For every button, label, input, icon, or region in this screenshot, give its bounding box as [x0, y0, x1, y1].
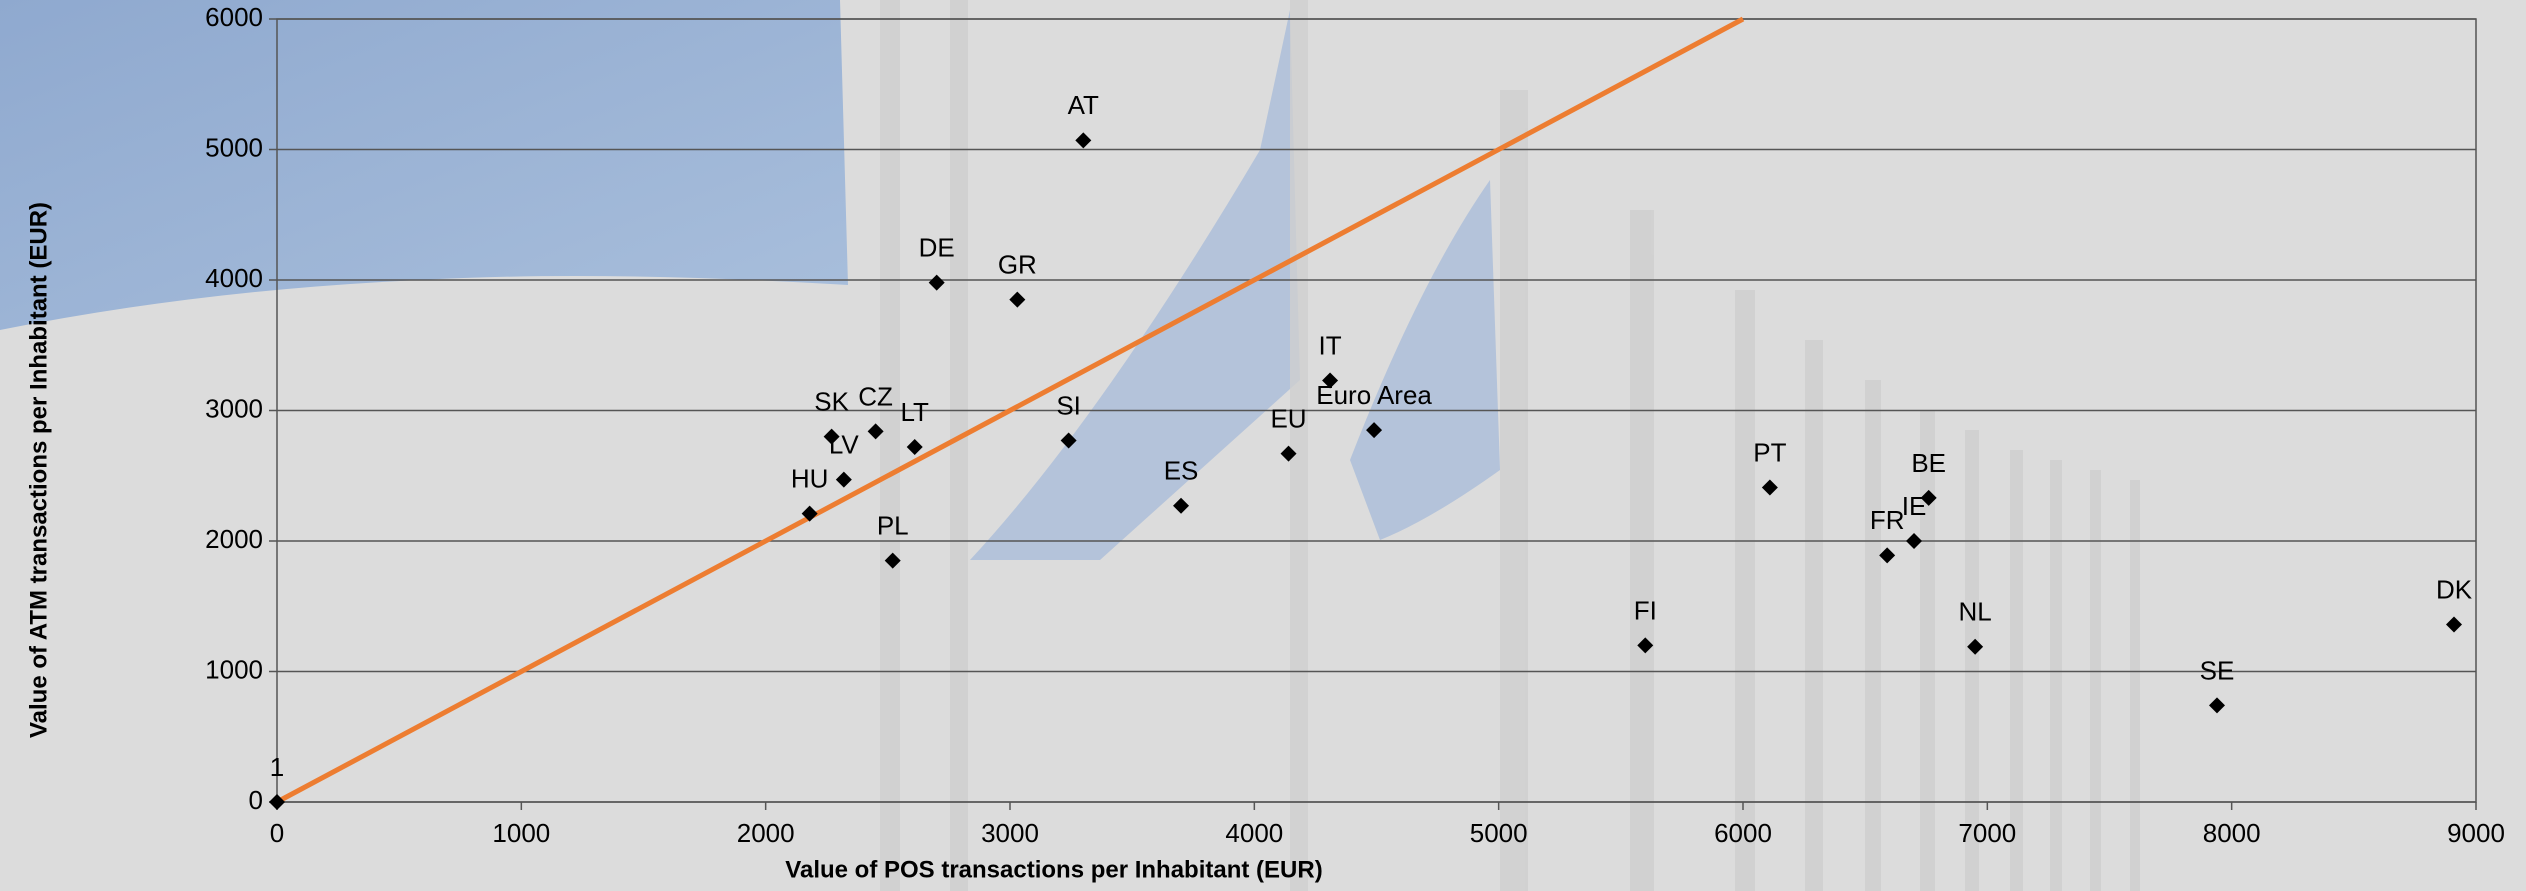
x-tick-label: 3000 — [981, 818, 1039, 848]
data-point — [801, 505, 818, 522]
y-tick-label: 4000 — [205, 263, 263, 293]
data-label: DK — [2436, 574, 2473, 604]
data-label: BE — [1911, 448, 1946, 478]
data-point — [1879, 547, 1896, 564]
data-point — [1060, 432, 1077, 449]
data-label: PT — [1753, 437, 1786, 467]
data-label: ES — [1164, 456, 1199, 486]
data-label: SK — [814, 386, 849, 416]
reference-line — [275, 16, 1745, 805]
data-point — [1366, 422, 1383, 439]
data-label: HU — [791, 463, 829, 493]
flag-decoration — [970, 10, 1300, 560]
data-label: AT — [1068, 90, 1099, 120]
y-tick-label: 2000 — [205, 524, 263, 554]
data-point — [906, 439, 923, 456]
data-point — [1322, 372, 1339, 389]
y-tick-label: 3000 — [205, 393, 263, 423]
x-tick-label: 6000 — [1714, 818, 1772, 848]
data-point — [835, 471, 852, 488]
data-point — [1761, 479, 1778, 496]
data-label: EU — [1270, 403, 1306, 433]
data-label: DE — [919, 232, 955, 262]
x-tick-label: 5000 — [1470, 818, 1528, 848]
data-label: LT — [900, 397, 929, 427]
data-point — [1280, 445, 1297, 462]
data-label: IT — [1319, 330, 1342, 360]
data-label: PL — [877, 510, 909, 540]
x-tick-label: 0 — [270, 818, 284, 848]
flag-decoration — [1350, 180, 1500, 540]
data-point — [1906, 533, 1923, 549]
data-label: SE — [2200, 655, 2235, 685]
data-label: Euro Area — [1316, 380, 1432, 410]
data-point — [823, 428, 840, 445]
data-point — [1075, 132, 1092, 149]
data-point — [867, 423, 884, 440]
x-tick-label: 1000 — [492, 818, 550, 848]
x-tick-label: 2000 — [737, 818, 795, 848]
data-point — [2446, 616, 2463, 633]
data-point — [884, 552, 901, 569]
y-tick-label: 5000 — [205, 132, 263, 162]
data-label: NL — [1958, 597, 1991, 627]
data-point — [928, 274, 945, 291]
data-point — [2209, 697, 2226, 714]
data-point — [1009, 291, 1026, 308]
x-tick-label: 9000 — [2447, 818, 2505, 848]
data-label: FR — [1870, 505, 1905, 535]
data-label: GR — [998, 249, 1037, 279]
y-tick-label: 1000 — [205, 654, 263, 684]
data-label: LV — [829, 430, 860, 460]
data-point — [1637, 637, 1654, 654]
data-point — [269, 794, 285, 810]
plot-border — [276, 18, 2477, 803]
data-label: SI — [1056, 390, 1081, 420]
data-point — [1920, 489, 1937, 506]
data-point — [1173, 497, 1190, 514]
x-axis-title: Value of POS transactions per Inhabitant… — [785, 856, 1322, 883]
data-label: CZ — [858, 381, 893, 411]
x-tick-label: 8000 — [2203, 818, 2261, 848]
y-tick-label: 0 — [249, 785, 263, 815]
y-tick-label: 6000 — [205, 2, 263, 32]
data-label: 1 — [270, 752, 284, 782]
pole-decorations — [880, 0, 2140, 891]
flag-decoration — [0, 0, 848, 330]
data-point — [1967, 638, 1984, 655]
data-label: IE — [1902, 491, 1927, 521]
y-axis-title: Value of ATM transactions per Inhabitant… — [25, 202, 52, 738]
x-tick-label: 7000 — [1958, 818, 2016, 848]
x-tick-label: 4000 — [1225, 818, 1283, 848]
data-label: FI — [1634, 595, 1657, 625]
